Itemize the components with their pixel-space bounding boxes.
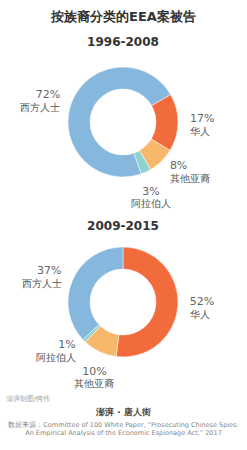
svg-text:2009-2015: 2009-2015	[87, 219, 159, 233]
html-text:澎湃 · 唐人街: 澎湃 · 唐人街	[96, 407, 151, 417]
svg-text:52%: 52%	[190, 295, 214, 308]
html-text:按族裔分类的EEA案被告: 按族裔分类的EEA案被告	[51, 9, 196, 24]
svg-text:1%: 1%	[58, 338, 75, 351]
svg-text:3%: 3%	[142, 185, 159, 198]
svg-text:西方人士: 西方人士	[20, 102, 60, 113]
svg-text:其他亚裔: 其他亚裔	[74, 378, 114, 389]
svg-text:17%: 17%	[190, 112, 214, 125]
svg-text:阿拉伯人: 阿拉伯人	[36, 352, 76, 363]
html-text:数据来源：Committee of 100 White Pa: 数据来源：Committee of 100 White Paper, “Pros…	[8, 421, 239, 437]
svg-text:华人: 华人	[190, 126, 210, 137]
svg-text:西方人士: 西方人士	[22, 278, 62, 289]
svg-text:72%: 72%	[36, 88, 60, 101]
svg-text:8%: 8%	[170, 159, 187, 172]
html-text:澎湃制图/何伟: 澎湃制图/何伟	[6, 395, 51, 403]
svg-text:华人: 华人	[190, 309, 210, 320]
svg-text:其他亚裔: 其他亚裔	[170, 173, 210, 184]
svg-text:37%: 37%	[37, 264, 61, 277]
svg-text:1996-2008: 1996-2008	[87, 35, 159, 49]
svg-text:10%: 10%	[82, 365, 106, 378]
svg-text:阿拉伯人: 阿拉伯人	[131, 198, 171, 209]
